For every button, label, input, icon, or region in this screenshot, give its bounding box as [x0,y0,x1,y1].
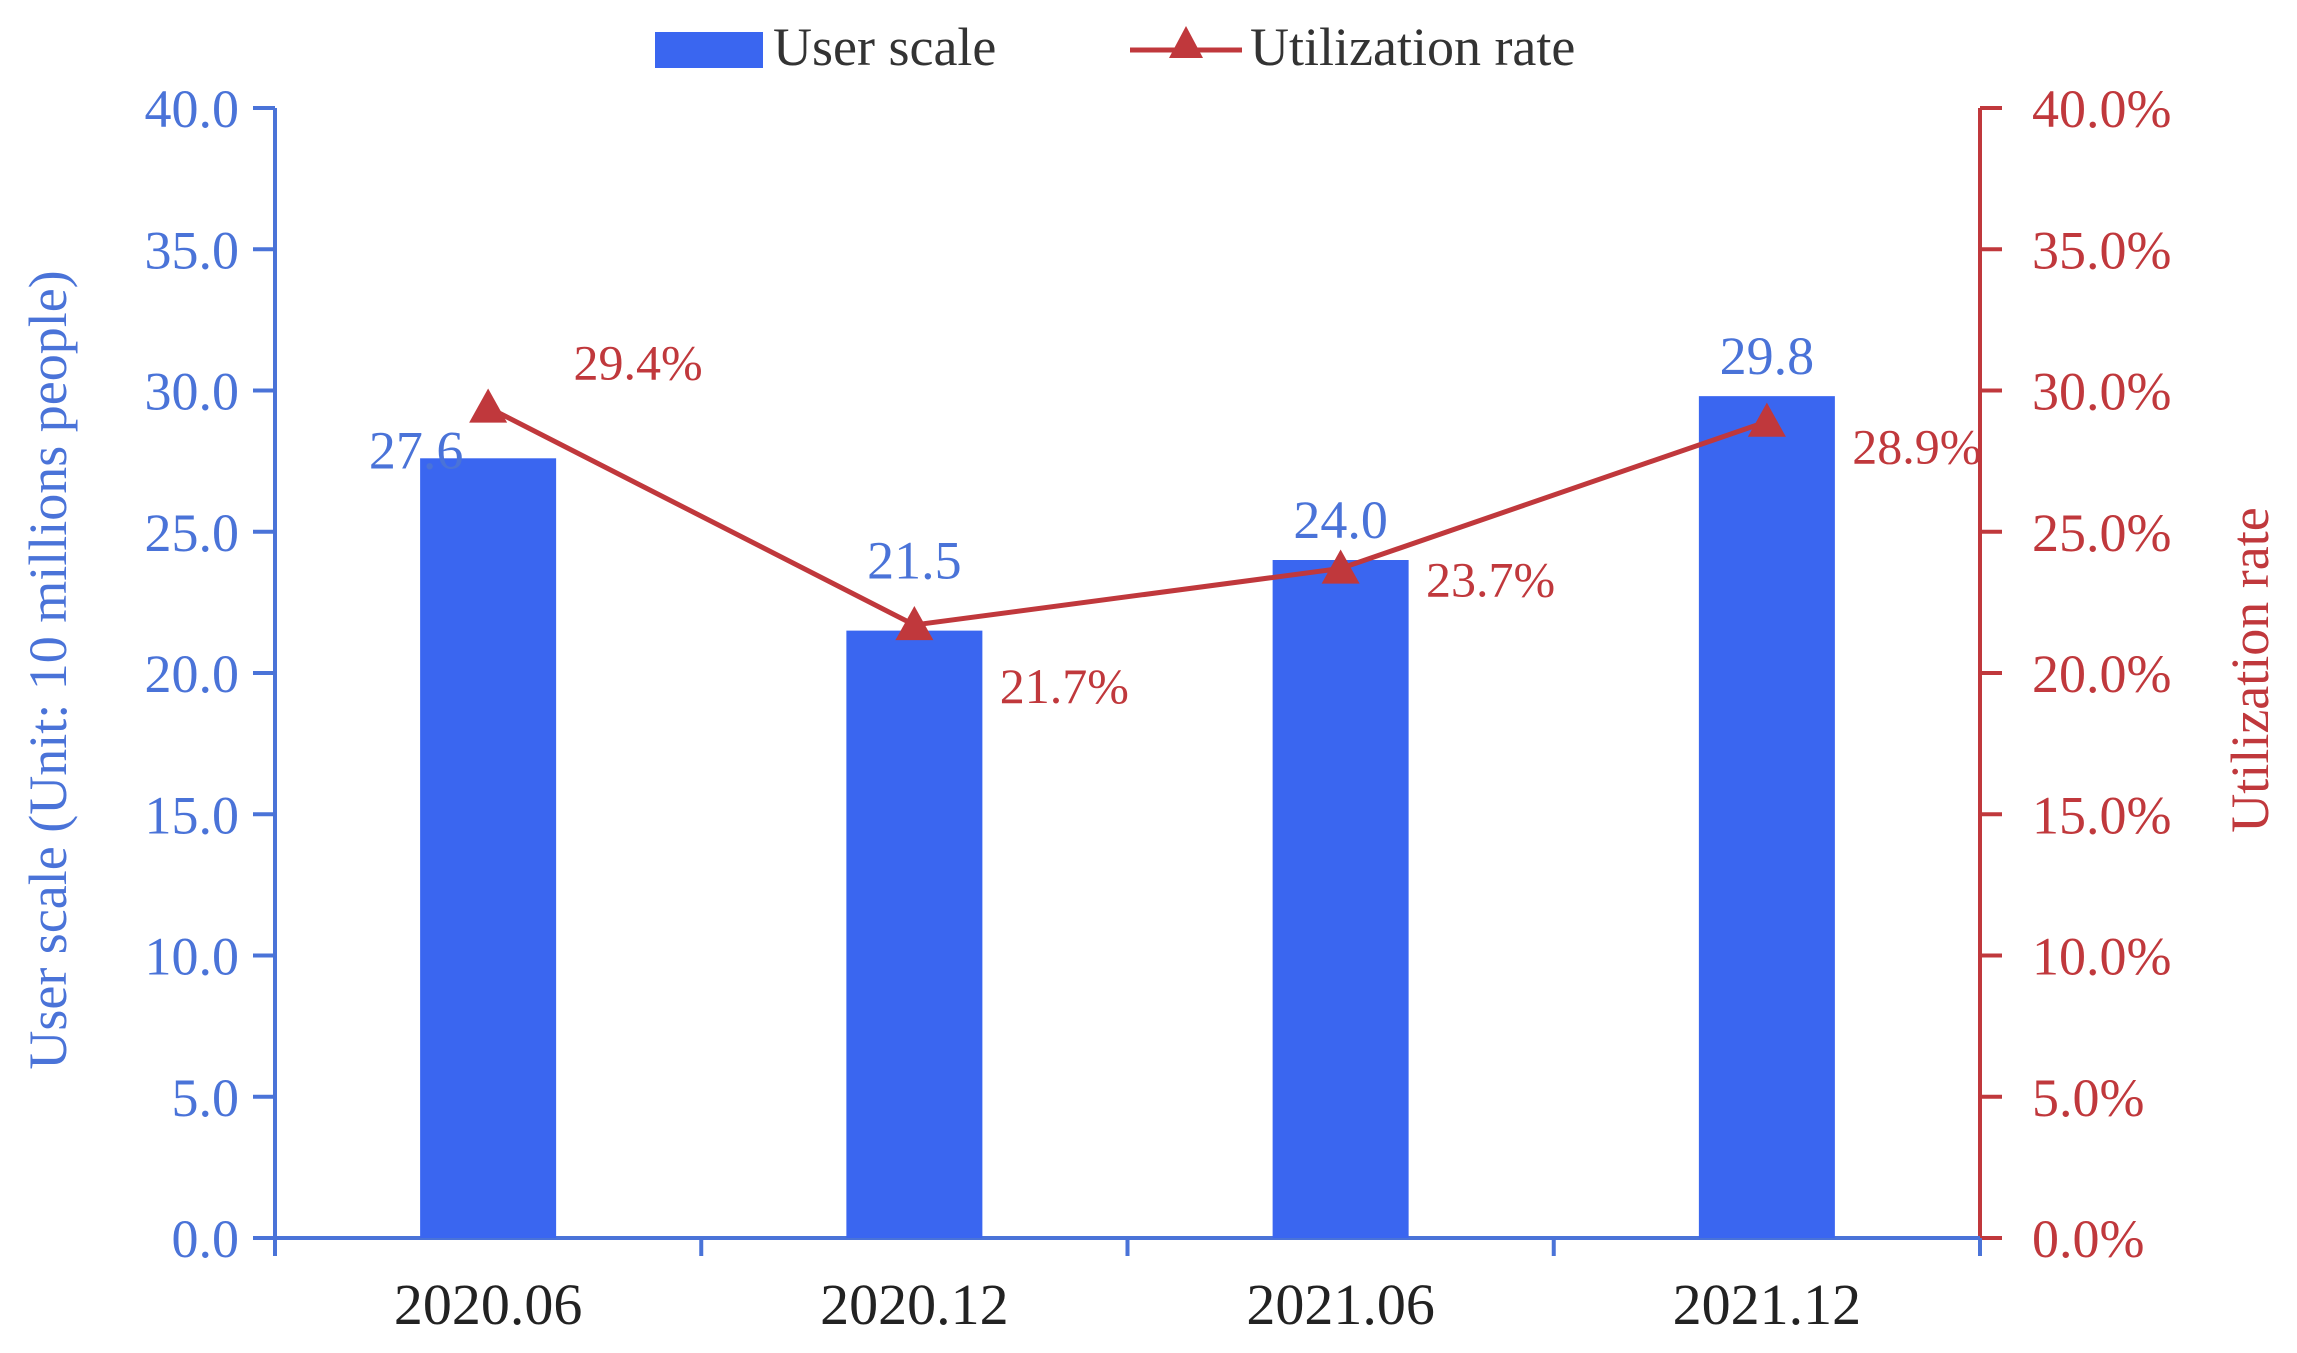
y-right-tick-label: 30.0% [2032,362,2171,422]
y-axis-right-title: Utilization rate [2220,507,2280,832]
utilization-line [469,388,1786,641]
line-value-label: 23.7% [1426,551,1555,607]
x-tick-label: 2020.06 [394,1272,583,1337]
bar-value-label: 21.5 [867,531,962,591]
y-left-tick-label: 25.0 [145,503,240,563]
bar-user-scale [846,630,983,1238]
y-right-tick-label: 10.0% [2032,927,2171,987]
utilization-rate-marker [469,388,508,423]
legend-label-user-scale: User scale [773,17,996,77]
data-labels: 27.6 21.5 24.0 29.8 29.4% 21.7% 23.7% 28.9% [369,326,1982,714]
y-left-tick-label: 35.0 [145,220,240,280]
y-left-tick-label: 10.0 [145,927,240,987]
x-tick-label: 2020.12 [820,1272,1009,1337]
y-axis-left-title: User scale (Unit: 10 millions people) [18,270,78,1069]
bar-value-label: 29.8 [1720,326,1815,386]
y-right-tick-label: 20.0% [2032,644,2171,704]
y-right-tick-label: 40.0% [2032,79,2171,139]
utilization-rate-marker [895,605,934,641]
y-left-tick-label: 5.0 [172,1068,240,1128]
bar-value-label: 24.0 [1293,490,1388,550]
bar-user-scale [1272,560,1409,1238]
utilization-rate-marker [1321,549,1360,584]
y-left-tick-label: 15.0 [145,785,240,845]
line-value-label: 28.9% [1852,419,1981,475]
line-value-label: 29.4% [574,334,703,390]
bar-user-scale [420,458,557,1238]
y-left-tick-label: 30.0 [145,362,240,422]
bars [420,396,1835,1238]
x-tick-label: 2021.06 [1246,1272,1435,1337]
legend-marker-triangle-icon [1169,26,1203,58]
y-left-tick-label: 20.0 [145,644,240,704]
y-right-tick-label: 25.0% [2032,503,2171,563]
legend-swatch-user-scale [655,32,763,68]
utilization-rate-marker [1747,402,1786,437]
y-left-tick-label: 0.0 [172,1209,240,1269]
x-tick-label: 2021.12 [1673,1272,1862,1337]
y-right-tick-label: 0.0% [2032,1209,2144,1269]
bar-user-scale [1698,396,1835,1238]
axes: 0.0 5.0 10.0 15.0 20.0 25.0 30.0 35.0 40.0 0.0% 5.… [145,79,2172,1337]
y-right-tick-label: 35.0% [2032,220,2171,280]
y-right-tick-label: 15.0% [2032,785,2171,845]
bar-value-label: 27.6 [369,420,464,480]
legend-label-utilization-rate: Utilization rate [1250,17,1575,77]
line-value-label: 21.7% [1000,658,1129,714]
y-left-tick-label: 40.0 [145,79,240,139]
utilization-rate-line [486,405,1768,628]
legend: User scale Utilization rate [655,17,1575,77]
y-right-tick-label: 5.0% [2032,1068,2144,1128]
